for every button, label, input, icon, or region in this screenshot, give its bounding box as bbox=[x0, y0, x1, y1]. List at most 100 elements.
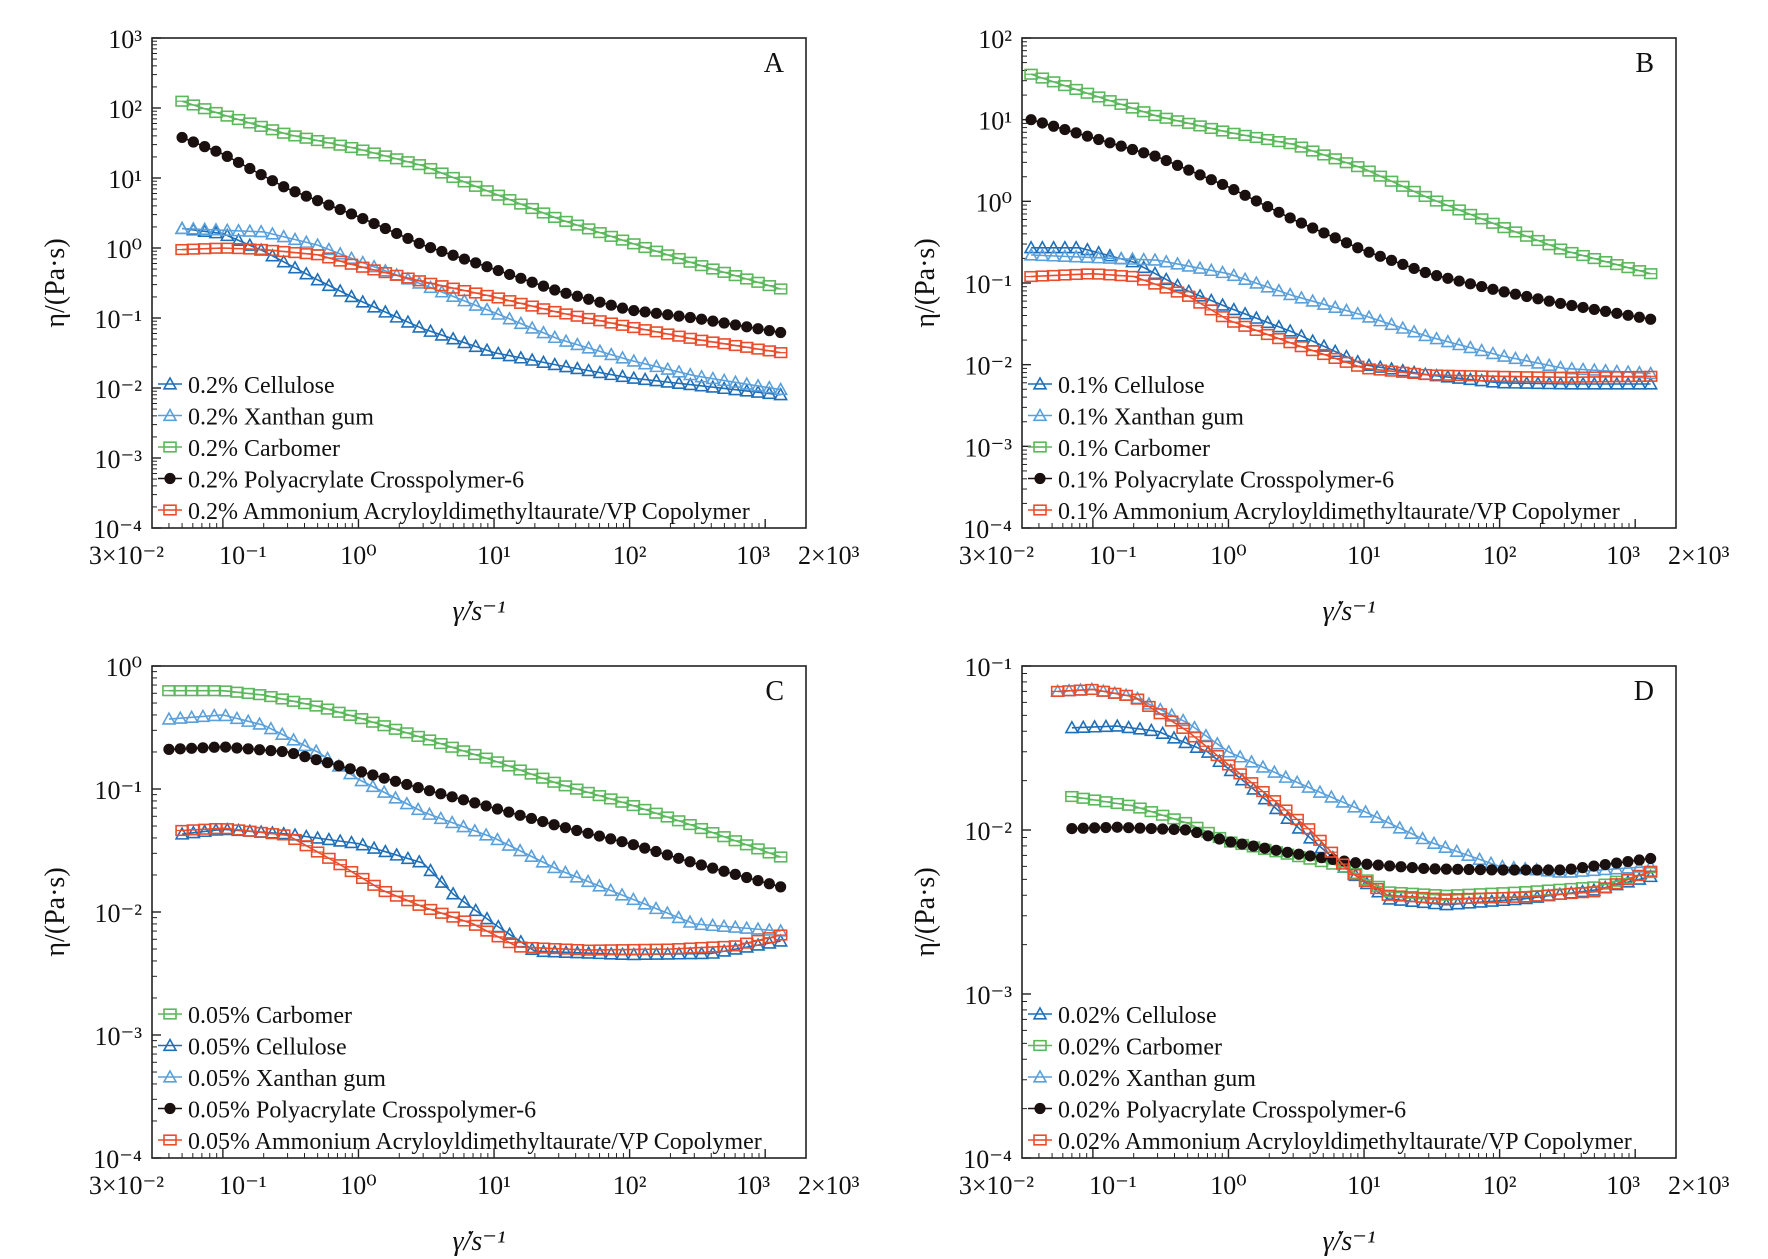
data-point bbox=[184, 685, 199, 697]
data-point bbox=[1164, 715, 1179, 727]
data-point bbox=[684, 311, 696, 324]
data-point bbox=[1305, 293, 1321, 307]
data-point bbox=[401, 778, 413, 791]
data-point bbox=[1575, 361, 1591, 376]
data-point bbox=[502, 194, 517, 206]
data-point bbox=[1210, 750, 1225, 762]
data-point bbox=[1542, 864, 1555, 876]
data-point bbox=[761, 922, 777, 936]
data-point bbox=[243, 825, 257, 837]
data-point bbox=[411, 730, 425, 742]
data-point bbox=[334, 203, 346, 216]
data-point bbox=[537, 280, 550, 292]
data-point bbox=[1260, 279, 1275, 293]
data-point bbox=[1554, 297, 1567, 310]
data-point bbox=[536, 354, 551, 369]
data-point bbox=[1110, 797, 1125, 810]
series-line bbox=[1071, 826, 1651, 871]
data-point bbox=[547, 776, 561, 788]
data-point bbox=[1115, 140, 1127, 152]
data-point bbox=[660, 811, 675, 823]
data-point bbox=[671, 910, 687, 924]
data-point bbox=[1418, 862, 1430, 875]
data-point bbox=[366, 299, 382, 313]
data-point bbox=[195, 708, 211, 723]
data-point bbox=[1198, 728, 1214, 742]
data-point bbox=[1034, 247, 1050, 262]
data-point bbox=[671, 815, 686, 827]
data-point bbox=[773, 851, 788, 863]
data-point bbox=[1046, 248, 1061, 262]
data-point bbox=[1442, 272, 1454, 284]
x-tick-label: 10² bbox=[613, 541, 647, 570]
data-point bbox=[297, 737, 313, 752]
data-point bbox=[423, 323, 438, 337]
data-point bbox=[1304, 850, 1316, 862]
data-point bbox=[275, 693, 290, 705]
data-point bbox=[1244, 754, 1259, 768]
data-point bbox=[1284, 212, 1296, 224]
legend-label: 0.2% Xanthan gum bbox=[188, 405, 374, 431]
data-point bbox=[603, 946, 619, 960]
data-point bbox=[694, 378, 709, 392]
data-point bbox=[1202, 830, 1214, 842]
data-point bbox=[1226, 301, 1242, 316]
data-point bbox=[751, 843, 765, 855]
data-point bbox=[1598, 255, 1613, 268]
data-point bbox=[683, 256, 698, 268]
data-point bbox=[1588, 860, 1600, 872]
data-point bbox=[1554, 864, 1566, 876]
data-point bbox=[739, 383, 755, 397]
data-point bbox=[344, 289, 359, 303]
legend-item: 0.02% Polyacrylate Crosspolymer-6 bbox=[1028, 1098, 1406, 1124]
data-point bbox=[1058, 269, 1072, 281]
data-point bbox=[558, 944, 574, 958]
data-point bbox=[457, 915, 472, 927]
x-tick-label: 10⁰ bbox=[1210, 541, 1246, 570]
data-point bbox=[400, 850, 416, 865]
data-point bbox=[491, 803, 504, 815]
data-point bbox=[1495, 892, 1511, 907]
data-point bbox=[502, 926, 517, 940]
data-point bbox=[1305, 145, 1320, 157]
data-point bbox=[1133, 802, 1147, 814]
data-point bbox=[1160, 154, 1172, 167]
x-tick-label: 10⁻¹ bbox=[1089, 1171, 1137, 1200]
data-point bbox=[1179, 824, 1191, 836]
data-point bbox=[1324, 846, 1339, 858]
data-point bbox=[673, 310, 685, 322]
data-point bbox=[1155, 725, 1171, 739]
panel-label: B bbox=[1635, 48, 1654, 79]
data-point bbox=[254, 120, 268, 132]
data-point bbox=[163, 1008, 177, 1020]
data-point bbox=[354, 713, 369, 725]
data-point bbox=[637, 896, 653, 910]
data-point bbox=[1073, 684, 1088, 696]
data-point bbox=[1346, 799, 1362, 813]
data-point bbox=[445, 741, 459, 753]
data-point bbox=[593, 227, 607, 239]
y-tick-label: 10⁰ bbox=[106, 653, 142, 682]
x-tick-label: 10² bbox=[1483, 1171, 1517, 1200]
legend-item: 0.1% Cellulose bbox=[1028, 373, 1205, 399]
legend-item: 0.1% Carbomer bbox=[1028, 436, 1210, 462]
data-point bbox=[320, 703, 335, 715]
data-point bbox=[707, 862, 719, 874]
y-tick-label: 10⁻¹ bbox=[94, 305, 142, 334]
data-point bbox=[1473, 894, 1488, 908]
x-tick-label: 10³ bbox=[1606, 1171, 1640, 1200]
data-point bbox=[1109, 718, 1125, 732]
data-point bbox=[445, 886, 461, 900]
series-ammonium bbox=[1050, 683, 1658, 905]
data-point bbox=[1087, 719, 1102, 733]
data-point bbox=[1033, 441, 1047, 453]
data-point bbox=[525, 300, 539, 312]
x-axis-label: γ̇/s⁻¹ bbox=[1323, 596, 1376, 627]
series-polyacrylate bbox=[1025, 114, 1657, 325]
data-point bbox=[1282, 323, 1298, 337]
data-point bbox=[752, 323, 764, 335]
data-point bbox=[434, 327, 450, 341]
data-point bbox=[411, 854, 427, 868]
x-axis-label: γ̇/s⁻¹ bbox=[453, 1226, 506, 1257]
y-tick-label: 10⁻³ bbox=[964, 981, 1012, 1010]
